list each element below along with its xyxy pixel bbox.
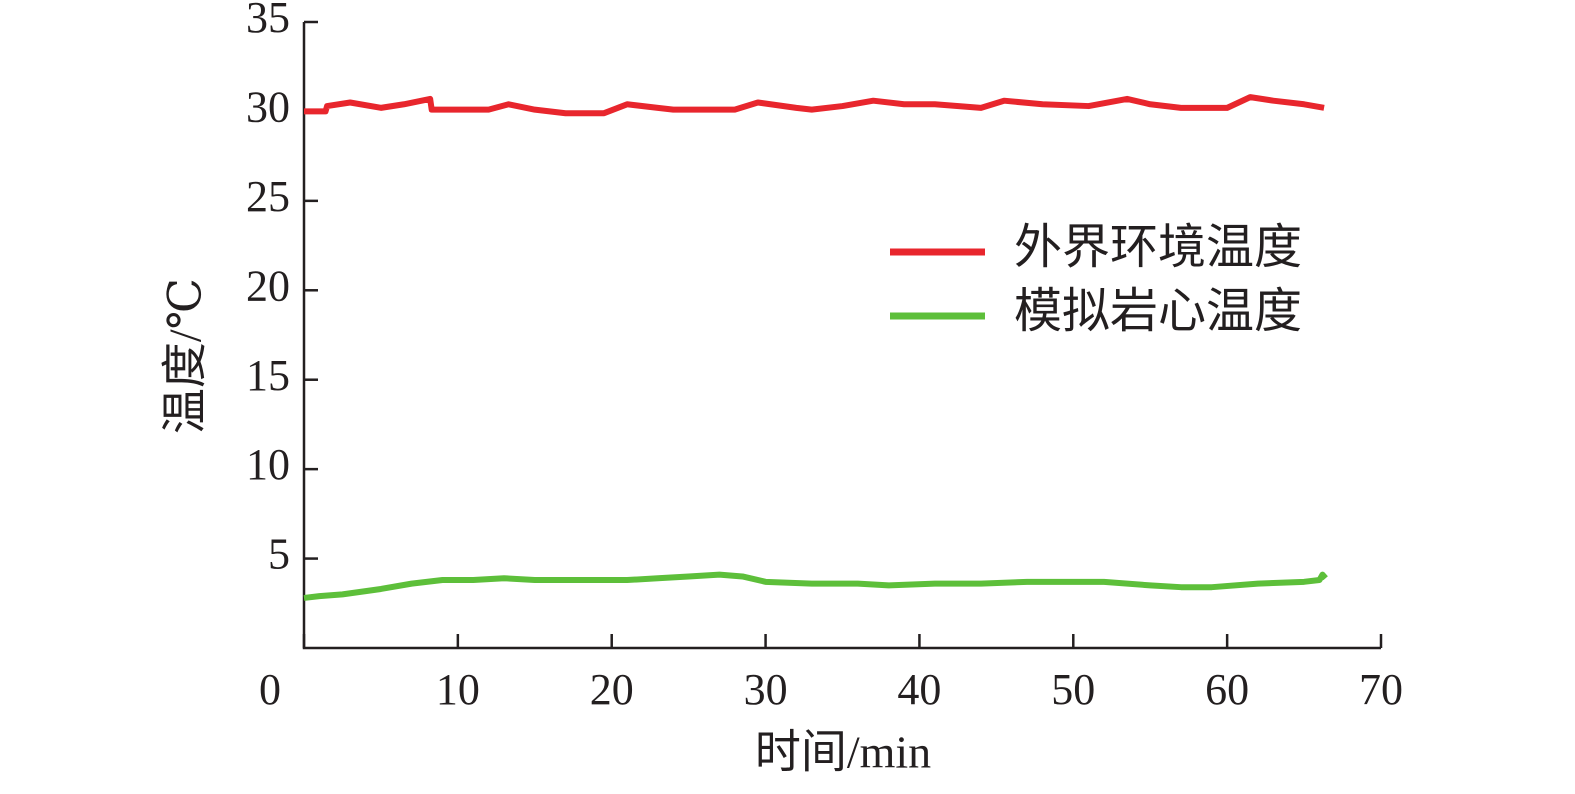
y-tick-label: 30 bbox=[246, 83, 290, 132]
data-line bbox=[304, 94, 1325, 117]
y-tick-label: 5 bbox=[268, 530, 290, 579]
x-tick-label: 10 bbox=[436, 665, 480, 714]
legend-label: 外界环境温度 bbox=[1014, 221, 1302, 274]
x-tick-label: 0 bbox=[259, 665, 281, 714]
y-tick-label: 25 bbox=[246, 172, 290, 221]
x-tick-label: 50 bbox=[1051, 665, 1095, 714]
x-tick-label: 30 bbox=[744, 665, 788, 714]
y-tick-label: 10 bbox=[246, 440, 290, 489]
y-tick-label: 35 bbox=[246, 0, 290, 42]
y-axis-label: 温度/℃ bbox=[160, 278, 211, 434]
y-tick-label: 20 bbox=[246, 261, 290, 310]
x-axis-label: 时间/min bbox=[755, 727, 931, 778]
x-tick-label: 60 bbox=[1205, 665, 1249, 714]
data-line bbox=[303, 571, 1328, 601]
y-tick-label: 15 bbox=[246, 351, 290, 400]
x-tick-label: 40 bbox=[897, 665, 941, 714]
x-tick-label: 70 bbox=[1359, 665, 1403, 714]
legend-label: 模拟岩心温度 bbox=[1014, 285, 1302, 338]
x-tick-label: 20 bbox=[590, 665, 634, 714]
